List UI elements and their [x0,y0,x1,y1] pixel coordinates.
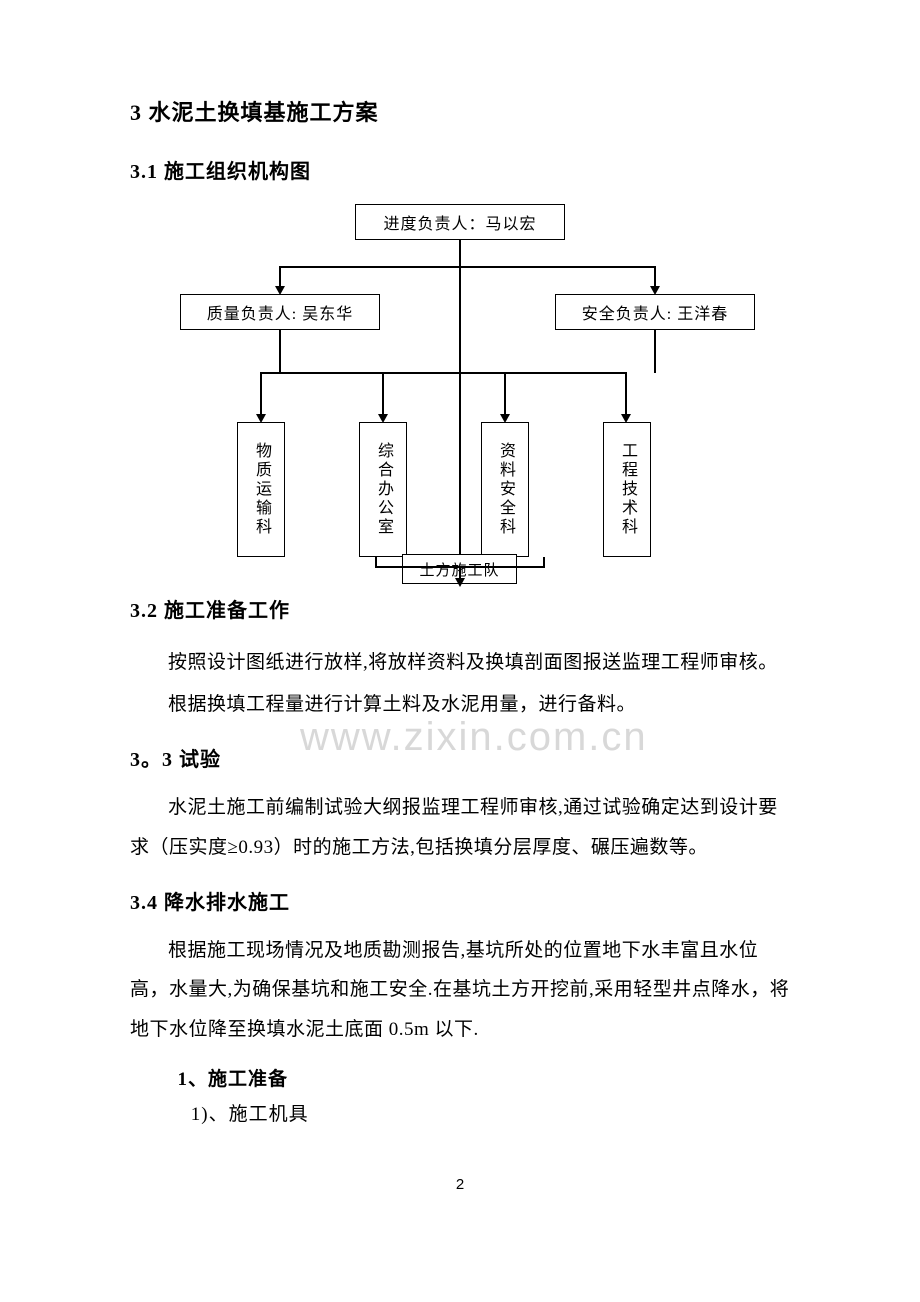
vbox2-label: 综合办公室 [371,442,395,537]
diagram-line [279,330,281,373]
left-box-quality-lead: 质量负责人: 吴东华 [180,294,380,330]
diagram-line [625,372,627,416]
diagram-line [260,372,627,374]
diagram-line [543,557,545,567]
top-box-progress-lead: 进度负责人：马以宏 [355,204,565,240]
right-box-safety-lead: 安全负责人: 王洋春 [555,294,755,330]
arrowhead-icon [650,286,660,295]
arrowhead-icon [378,414,388,423]
diagram-line [375,557,377,567]
page-number: 2 [130,1176,790,1193]
vbox-data-safety: 资料安全科 [481,422,529,557]
paragraph-32-2: 根据换填工程量进行计算土料及水泥用量，进行备料。 [130,685,790,725]
section-3-2-heading: 3.2 施工准备工作 [130,594,790,623]
diagram-line [382,372,384,416]
section-3-3-heading: 3。3 试验 [130,743,790,772]
diagram-line [279,266,281,288]
arrowhead-icon [500,414,510,423]
vbox-engineering-tech: 工程技术科 [603,422,651,557]
arrowhead-icon [256,414,266,423]
diagram-line [260,372,262,416]
vbox4-label: 工程技术科 [615,442,639,537]
section-3-1-heading: 3.1 施工组织机构图 [130,155,790,184]
arrowhead-icon [621,414,631,423]
sub-sub-item-1-1: 1)、施工机具 [191,1099,790,1126]
sub-item-1: 1、施工准备 [178,1064,791,1091]
diagram-line [654,330,656,373]
vbox-general-office: 综合办公室 [359,422,407,557]
paragraph-33-1: 水泥土施工前编制试验大纲报监理工程师审核,通过试验确定达到设计要求（压实度≥0.… [130,788,790,868]
org-chart-diagram: 进度负责人：马以宏 质量负责人: 吴东华 安全负责人: 王洋春 物质运输科 综合… [130,204,790,594]
section-3-4-heading: 3.4 降水排水施工 [130,886,790,915]
arrowhead-icon [275,286,285,295]
diagram-line [459,566,461,580]
paragraph-32-1: 按照设计图纸进行放样,将放样资料及换填剖面图报送监理工程师审核。 [130,643,790,683]
vbox1-label: 物质运输科 [249,442,273,537]
paragraph-34-1: 根据施工现场情况及地质勘测报告,基坑所处的位置地下水丰富且水位高，水量大,为确保… [130,931,790,1051]
diagram-line [459,240,461,554]
main-heading: 3 水泥土换填基施工方案 [130,95,790,127]
vbox3-label: 资料安全科 [493,442,517,537]
diagram-line [279,266,656,268]
diagram-line [504,372,506,416]
vbox-material-transport: 物质运输科 [237,422,285,557]
diagram-line [654,266,656,288]
